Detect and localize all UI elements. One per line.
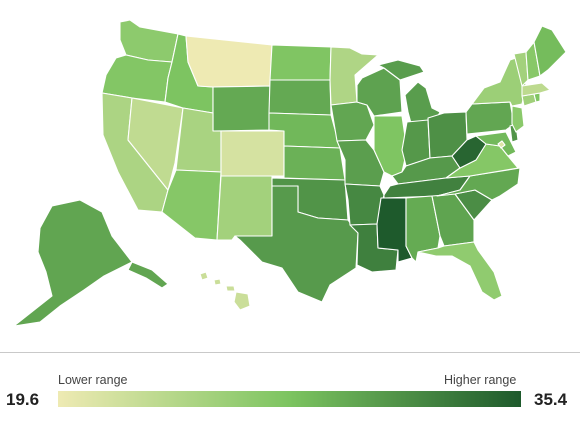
state-hi-oahu[interactable] [213,278,222,286]
state-ma[interactable] [521,82,551,97]
legend-higher-label: Higher range [444,373,517,387]
state-md[interactable] [475,131,517,157]
state-wy[interactable] [212,85,271,132]
state-hi-big[interactable] [233,291,251,311]
state-hi-maui[interactable] [225,285,236,292]
state-co[interactable] [220,130,285,177]
legend-max-value: 35.4 [534,390,568,409]
state-ia[interactable] [330,101,375,142]
state-mt[interactable] [185,35,273,88]
state-az[interactable] [161,169,222,241]
us-choropleth-map [13,19,567,327]
state-nm[interactable] [216,175,273,241]
state-or[interactable] [101,54,173,103]
state-ak[interactable] [13,199,133,327]
state-pa[interactable] [465,101,515,135]
legend-gradient-bar [58,391,521,407]
state-nj[interactable] [511,105,525,133]
state-mo[interactable] [336,139,385,187]
state-fl[interactable] [417,241,503,301]
state-ks[interactable] [283,145,346,181]
legend-min-value: 19.6 [6,390,40,409]
legend-lower-label: Lower range [58,373,128,387]
legend-divider [0,352,580,353]
state-tx[interactable] [234,185,359,303]
map-svg [13,19,567,327]
state-dc[interactable] [497,140,506,149]
state-nd[interactable] [269,44,332,81]
state-me[interactable] [533,25,567,77]
state-mi[interactable] [404,81,441,128]
state-sd[interactable] [268,79,332,116]
state-hi-kauai[interactable] [199,271,209,281]
state-ak-panhandle[interactable] [127,261,169,289]
state-mi-upper[interactable] [377,59,425,81]
state-nv[interactable] [127,97,184,191]
state-mn[interactable] [329,46,379,106]
